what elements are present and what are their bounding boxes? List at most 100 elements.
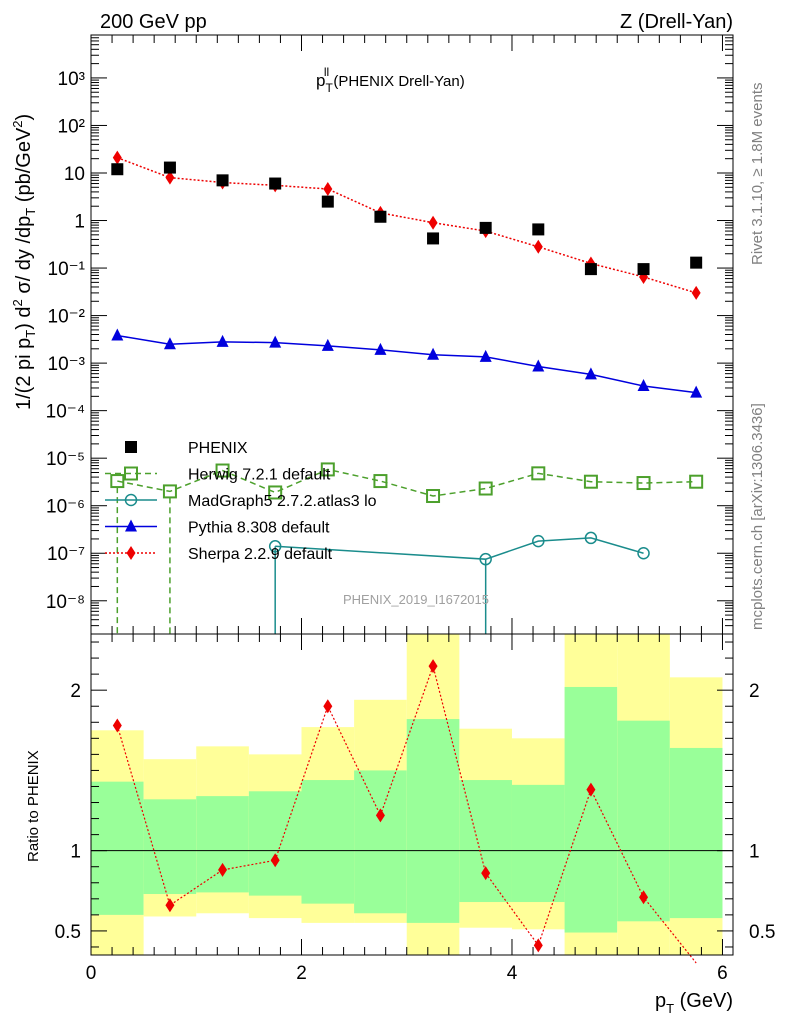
sherpa-ratio-point [112, 718, 122, 733]
phenix-data-point [216, 174, 229, 187]
uncertainty-band-green [459, 780, 512, 903]
pythia-data-point [427, 347, 440, 360]
y-tick-label: 10² [58, 116, 85, 137]
sherpa-ratio-point [270, 853, 280, 868]
x-tick-label: 0 [86, 963, 97, 984]
legend-marker-madgraph5 [124, 493, 138, 507]
energy-label: 200 GeV pp [100, 11, 207, 33]
herwig-data-point [636, 476, 651, 491]
ratio-y-tick-label: 1 [70, 842, 81, 863]
herwig-series-line [117, 468, 697, 497]
y-tick-label: 10⁻³ [48, 354, 86, 375]
sherpa-ratio-point [165, 898, 175, 913]
y-tick-label: 10⁻⁶ [46, 497, 85, 518]
phenix-data-point [321, 195, 334, 208]
process-label: Z (Drell-Yan) [620, 11, 733, 33]
herwig-data-point [689, 474, 704, 489]
uncertainty-band-green [354, 770, 407, 914]
herwig-data-point [531, 466, 546, 481]
phenix-data-point [637, 263, 650, 276]
x-tick-label: 6 [717, 963, 728, 984]
ratio-panel: 0.5 0.5 1 1 2 2 0 2 4 6 Ratio to PHENIX pT (GeV) [25, 633, 775, 1016]
herwig-data-point [268, 485, 283, 500]
uncertainty-band-green [196, 796, 249, 893]
phenix-data-point [584, 263, 597, 276]
herwig-data-point [426, 489, 441, 504]
herwig-data-point [373, 474, 388, 489]
sherpa-ratio-line [116, 664, 697, 964]
sherpa-ratio-point [481, 866, 491, 881]
phenix-data-point [111, 163, 124, 176]
ratio-y-tick-label: 1 [749, 842, 760, 863]
ratio-y-tick-label: 2 [70, 681, 81, 702]
uncertainty-band-green [617, 720, 670, 922]
pythia-data-point [479, 349, 492, 362]
watermark: PHENIX_2019_I1672015 [343, 592, 489, 607]
y-tick-label: 10³ [58, 69, 85, 90]
sherpa-ratio-point [428, 659, 438, 674]
pythia-series-line [117, 334, 697, 394]
uncertainty-band-green [669, 747, 723, 919]
phenix-data-point [532, 223, 545, 236]
phenix-data-point [690, 256, 703, 269]
phenix-data-point [163, 161, 176, 174]
legend-marker-sherpa [126, 546, 136, 560]
pythia-data-point [584, 367, 597, 380]
herwig-data-point [215, 463, 230, 478]
main-frame [90, 34, 734, 635]
legend-label-phenix: PHENIX [188, 440, 248, 457]
sherpa-ratio-point [218, 862, 228, 877]
madgraph5-data-point [637, 546, 650, 560]
uncertainty-band-green [248, 791, 302, 896]
uncertainty-band-green [511, 784, 565, 903]
plot-title: pTll (PHENIX Drell-Yan) [316, 65, 465, 95]
y-tick-label: 10⁻² [48, 307, 86, 328]
phenix-data-point [269, 177, 282, 190]
y-tick-label: 1 [74, 212, 85, 233]
ratio-y-tick-label: 0.5 [749, 922, 775, 943]
legend-label-madgraph5: MadGraph5 2.7.2.atlas3 lo [188, 493, 377, 510]
x-tick-label: 2 [296, 963, 307, 984]
legend-marker-pythia [125, 519, 137, 532]
pythia-data-point [163, 337, 176, 350]
herwig-data-point [478, 481, 493, 496]
sherpa-data-point [691, 285, 701, 300]
pythia-data-point [216, 334, 229, 347]
legend-label-pythia: Pythia 8.308 default [188, 520, 330, 537]
sherpa-data-point [533, 239, 543, 254]
phenix-data-point [479, 221, 492, 234]
madgraph5-series-line [275, 537, 644, 560]
uncertainty-band-green [91, 781, 144, 915]
sherpa-ratio-point [586, 782, 596, 797]
pythia-data-point [111, 328, 124, 341]
sherpa-ratio-point [375, 808, 385, 823]
legend-marker-herwig [124, 466, 138, 481]
uncertainty-band-green [406, 719, 460, 923]
sherpa-ratio-point [533, 938, 543, 953]
pythia-data-point [269, 335, 282, 348]
herwig-data-point [583, 474, 598, 489]
ratio-y-axis-label: Ratio to PHENIX [25, 750, 42, 862]
y-tick-label: 10⁻⁵ [46, 449, 85, 470]
y-tick-label: 10 [64, 164, 85, 185]
mcplots-label: mcplots.cern.ch [arXiv:1306.3436] [749, 403, 766, 630]
madgraph5-data-point [532, 534, 545, 548]
ratio-frame [90, 633, 734, 956]
x-axis-label: pT (GeV) [655, 990, 733, 1016]
sherpa-ratio-point [639, 890, 649, 905]
pythia-data-point [690, 385, 703, 398]
uncertainty-band-green [301, 780, 355, 904]
legend-label-herwig: Herwig 7.2.1 default [188, 467, 331, 484]
phenix-data-point [374, 210, 387, 223]
phenix-data-point [427, 232, 440, 245]
sherpa-data-point [428, 215, 438, 230]
herwig-data-point [320, 462, 335, 477]
sherpa-data-point [165, 170, 175, 185]
uncertainty-band-green [143, 799, 197, 895]
pythia-data-point [374, 342, 387, 355]
sherpa-series-line [117, 156, 697, 294]
y-tick-label: 10⁻¹ [48, 259, 86, 280]
y-tick-label: 10⁻⁴ [46, 402, 85, 423]
sherpa-data-point [323, 182, 333, 197]
